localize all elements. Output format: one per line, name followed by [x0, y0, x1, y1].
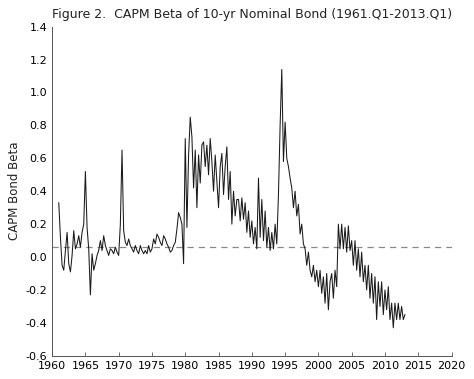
Y-axis label: CAPM Bond Beta: CAPM Bond Beta [9, 142, 21, 241]
Title: Figure 2.  CAPM Beta of 10-yr Nominal Bond (1961.Q1-2013.Q1): Figure 2. CAPM Beta of 10-yr Nominal Bon… [52, 8, 452, 21]
